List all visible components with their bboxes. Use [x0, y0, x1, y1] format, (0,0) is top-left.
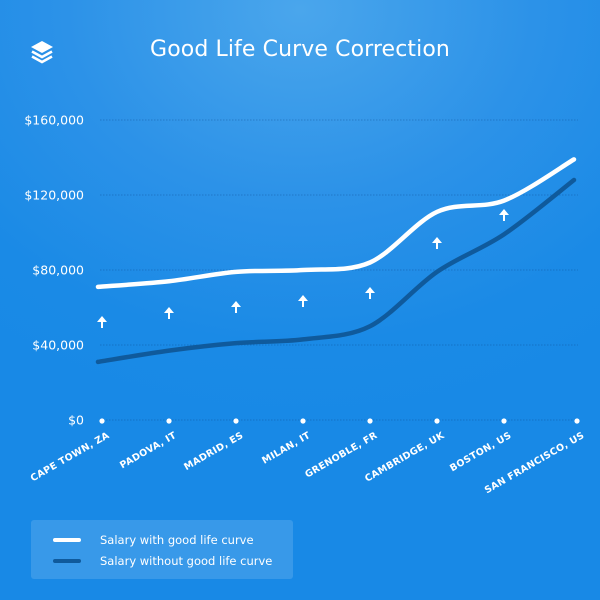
- x-tick-dot: [233, 418, 239, 424]
- series-with-good-life-curve: [95, 157, 577, 290]
- y-tick-label: $40,000: [32, 338, 84, 353]
- x-tick-dot: [367, 418, 373, 424]
- x-tick-label: PADOVA, IT: [118, 430, 179, 471]
- y-tick-label: $80,000: [32, 263, 84, 278]
- legend-swatch-without: [53, 559, 81, 563]
- legend: Salary with good life curve Salary witho…: [31, 520, 293, 579]
- legend-item-without[interactable]: Salary without good life curve: [53, 552, 272, 570]
- x-axis: CAPE TOWN, ZA PADOVA, IT MADRID, ES MILAN, …: [29, 418, 587, 496]
- x-tick-label: BOSTON, US: [448, 430, 513, 474]
- y-tick-label: $120,000: [24, 188, 84, 203]
- up-arrow-icon: [164, 307, 174, 319]
- x-tick-dot: [434, 418, 440, 424]
- x-tick-dot: [300, 418, 306, 424]
- x-tick-label: CAPE TOWN, ZA: [29, 430, 112, 484]
- legend-item-with[interactable]: Salary with good life curve: [53, 531, 254, 549]
- y-tick-label: $160,000: [24, 113, 84, 128]
- up-arrow-icon: [365, 287, 375, 299]
- series-without-good-life-curve: [95, 177, 577, 365]
- y-tick-label: $0: [68, 413, 84, 428]
- x-tick-label: MILAN, IT: [260, 430, 312, 467]
- up-arrow-icon: [432, 237, 442, 249]
- up-arrow-icon: [231, 301, 241, 313]
- x-tick-dot: [501, 418, 507, 424]
- x-tick-dot: [574, 418, 580, 424]
- layers-stack-icon: [29, 39, 55, 65]
- up-arrow-icon: [499, 209, 509, 221]
- uplift-arrows: [97, 209, 509, 328]
- up-arrow-icon: [298, 295, 308, 307]
- legend-label-with: Salary with good life curve: [100, 533, 254, 547]
- legend-swatch-with: [53, 538, 81, 542]
- y-axis: $0 $40,000 $80,000 $120,000 $160,000: [24, 113, 84, 428]
- chart-title: Good Life Curve Correction: [150, 37, 450, 62]
- up-arrow-icon: [97, 316, 107, 328]
- x-tick-label: MADRID, ES: [182, 430, 245, 473]
- x-tick-dot: [166, 418, 172, 424]
- x-tick-dot: [99, 418, 105, 424]
- legend-label-without: Salary without good life curve: [100, 554, 273, 568]
